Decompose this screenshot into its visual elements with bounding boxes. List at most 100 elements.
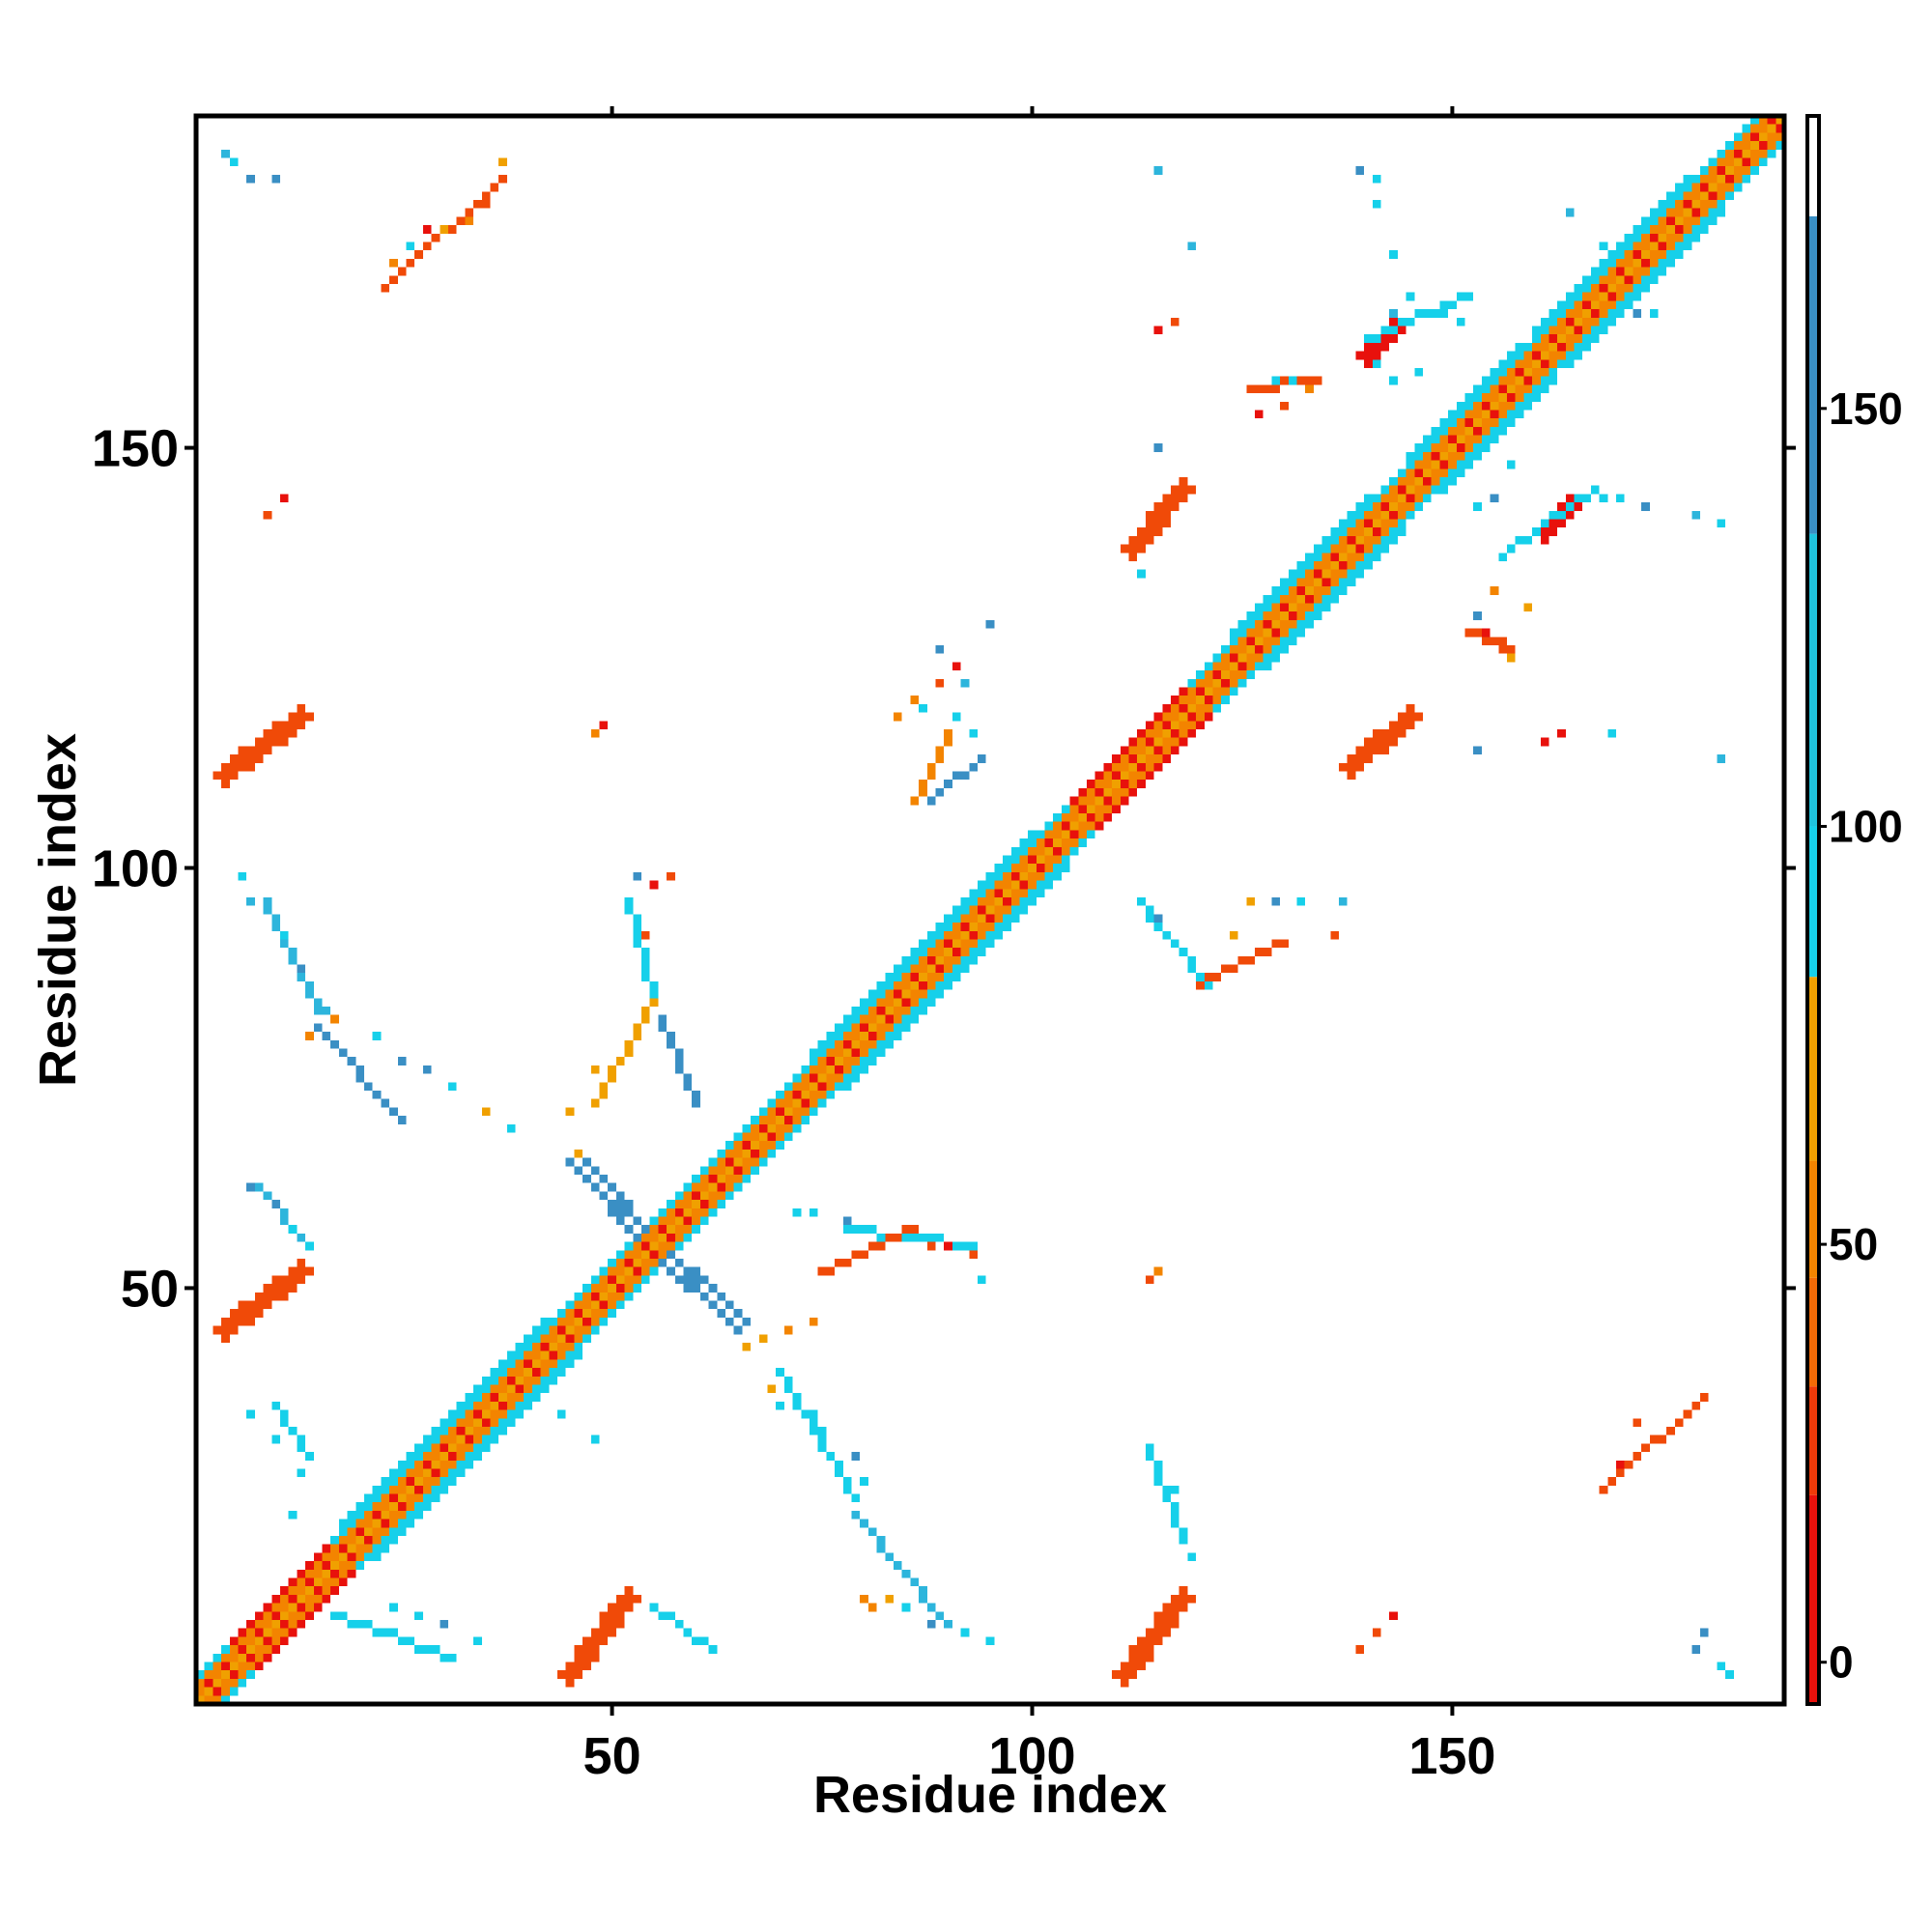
contact-cell	[1565, 342, 1575, 352]
contact-cell	[751, 1123, 759, 1133]
contact-cell	[860, 1057, 868, 1065]
contact-cell	[498, 1368, 507, 1377]
contact-cell	[498, 1401, 507, 1410]
contact-cell	[1389, 737, 1398, 747]
contact-cell	[1607, 292, 1617, 301]
contact-cell	[1179, 948, 1188, 956]
contact-cell	[1204, 662, 1213, 671]
contact-cell	[633, 1266, 642, 1276]
contact-cell	[910, 1014, 920, 1024]
contact-cell	[1548, 376, 1558, 385]
contact-cell	[1389, 1611, 1398, 1621]
contact-cell	[1321, 569, 1331, 579]
contact-cell	[1750, 116, 1759, 125]
contact-cell	[221, 1645, 230, 1654]
contact-cell	[590, 1292, 600, 1301]
contact-cell	[683, 1216, 693, 1226]
contact-cell	[1406, 460, 1415, 469]
contact-cell	[1616, 1460, 1625, 1469]
contact-cell	[977, 930, 986, 940]
contact-cell	[1204, 687, 1213, 696]
contact-cell	[1330, 594, 1339, 604]
contact-cell	[338, 1611, 348, 1621]
contact-cell	[565, 1157, 575, 1167]
contact-cell	[1263, 948, 1272, 956]
contact-cell	[1616, 283, 1625, 293]
contact-cell	[1473, 451, 1482, 461]
contact-cell	[1204, 712, 1213, 722]
contact-cell	[725, 1157, 734, 1167]
contact-cell	[1658, 250, 1667, 259]
contact-cell	[1389, 309, 1398, 318]
contact-cell	[608, 1611, 616, 1621]
contact-cell	[196, 1695, 205, 1704]
contact-cell	[1700, 1628, 1709, 1637]
contact-cell	[440, 1435, 448, 1444]
contact-cell	[1330, 544, 1339, 554]
contact-cell	[1237, 653, 1247, 663]
contact-cell	[1406, 292, 1415, 301]
contact-cell	[1347, 527, 1356, 536]
contact-cell	[1145, 762, 1154, 772]
contact-cell	[1683, 242, 1692, 251]
contact-cell	[414, 1477, 423, 1486]
contact-cell	[599, 1611, 609, 1621]
contact-cell	[1725, 149, 1734, 158]
contact-cell	[313, 1561, 323, 1570]
contact-cell	[456, 1468, 466, 1478]
contact-cell	[288, 1225, 298, 1234]
contact-cell	[977, 939, 986, 949]
contact-cell	[1406, 477, 1415, 486]
contact-cell	[1717, 166, 1726, 175]
contact-cell	[860, 1250, 868, 1259]
contact-cell	[1448, 443, 1457, 452]
contact-cell	[1540, 737, 1549, 747]
contact-cell	[313, 998, 323, 1008]
contact-cell	[473, 1393, 482, 1402]
contact-cell	[1616, 309, 1625, 318]
contact-cell	[717, 1292, 725, 1301]
contact-cell	[944, 780, 952, 788]
contact-cell	[809, 1317, 818, 1326]
contact-cell	[615, 1200, 625, 1208]
contact-cell	[1179, 712, 1188, 722]
contact-cell	[1078, 812, 1088, 822]
contact-cell	[1380, 502, 1390, 511]
contact-cell	[506, 1350, 516, 1360]
contact-cell	[1010, 905, 1020, 915]
contact-cell	[919, 1594, 927, 1604]
contact-cell	[1069, 830, 1079, 839]
contact-cell	[1019, 889, 1029, 897]
contact-cell	[910, 1225, 920, 1234]
contact-cell	[1296, 611, 1306, 620]
contact-cell	[969, 923, 978, 931]
contact-cell	[952, 930, 961, 940]
contact-cell	[1128, 787, 1138, 797]
contact-cell	[792, 1401, 802, 1410]
contact-cell	[893, 989, 902, 999]
contact-cell	[1490, 367, 1499, 377]
contact-cell	[1557, 300, 1566, 310]
contact-cell	[1523, 393, 1533, 402]
contact-cell	[1094, 780, 1104, 788]
contact-cell	[826, 1266, 836, 1276]
contact-cell	[590, 1325, 600, 1335]
contact-cell	[1599, 317, 1608, 327]
contact-cell	[322, 1594, 331, 1604]
contact-cell	[1187, 1594, 1197, 1604]
contact-cell	[969, 896, 978, 906]
contact-cell	[926, 955, 936, 965]
contact-cell	[1280, 401, 1289, 411]
contact-cell	[330, 1544, 339, 1553]
contact-cell	[1490, 393, 1499, 402]
contact-cell	[363, 1544, 373, 1553]
contact-cell	[985, 619, 995, 629]
contact-cell	[414, 1611, 423, 1621]
contact-cell	[1414, 460, 1423, 469]
contact-cell	[305, 1586, 314, 1595]
contact-cell	[1767, 116, 1776, 125]
contact-cell	[1112, 754, 1121, 763]
contact-cell	[1708, 174, 1718, 184]
contact-cell	[372, 1485, 382, 1494]
contact-cell	[447, 1653, 457, 1662]
